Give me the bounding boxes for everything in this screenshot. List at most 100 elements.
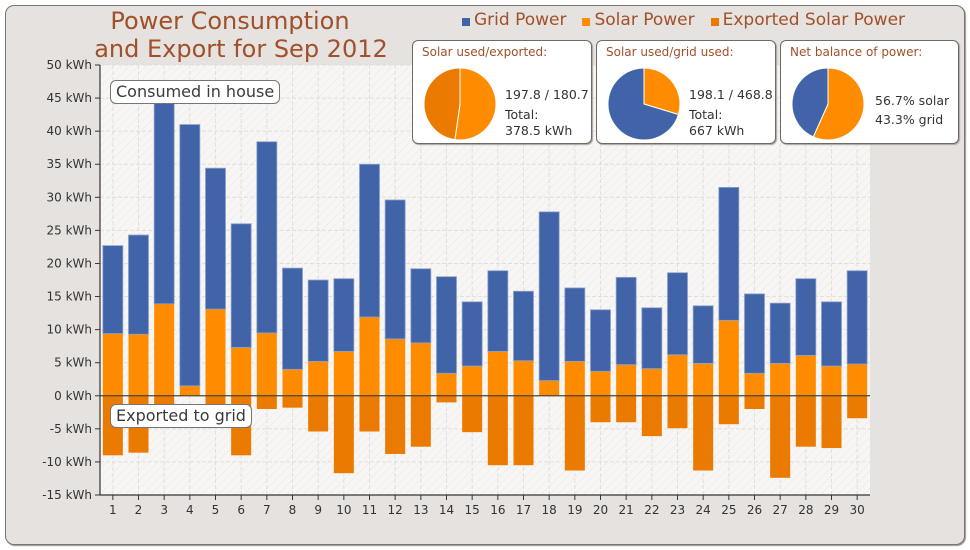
- x-tick-label: 2: [135, 503, 143, 517]
- bar-solar: [770, 363, 791, 396]
- bar-solar: [847, 364, 868, 396]
- x-tick-label: 30: [850, 503, 865, 517]
- pie-total-label: Total:: [689, 107, 723, 122]
- bar-grid: [359, 163, 380, 318]
- pie-panel-solar-used-exported: Solar used/exported: 197.8 / 180.7 Total…: [412, 40, 592, 144]
- legend-swatch-exported: [710, 17, 719, 26]
- pie-panel-title: Solar used/exported:: [422, 45, 548, 59]
- bar-solar: [693, 363, 714, 396]
- pie-slice: [643, 67, 681, 116]
- x-tick-label: 5: [212, 503, 220, 517]
- y-tick-label: 5 kWh: [54, 356, 92, 370]
- bar-solar: [154, 303, 175, 396]
- bar-exported-solar: [308, 395, 329, 432]
- bar-solar: [308, 361, 329, 396]
- bar-solar: [179, 385, 200, 396]
- legend-item-grid[interactable]: Grid Power: [462, 10, 566, 30]
- bar-solar: [333, 351, 354, 396]
- pie-chart: [423, 67, 497, 141]
- x-tick-label: 6: [237, 503, 245, 517]
- bar-grid: [102, 245, 124, 334]
- y-tick-label: -15 kWh: [42, 488, 92, 502]
- x-tick-label: 12: [388, 503, 403, 517]
- bar-solar: [359, 317, 380, 396]
- bar-grid: [846, 270, 868, 365]
- pie-values: 198.1 / 468.8: [689, 87, 773, 102]
- x-tick-label: 1: [109, 503, 117, 517]
- bar-solar: [616, 364, 637, 396]
- bar-grid: [538, 211, 560, 381]
- bar-grid: [641, 307, 663, 370]
- bar-exported-solar: [410, 395, 431, 447]
- pie-slice: [454, 67, 497, 141]
- bar-exported-solar: [744, 395, 765, 409]
- x-tick-label: 15: [465, 503, 480, 517]
- pie-slice: [791, 67, 829, 138]
- bar-grid: [307, 279, 329, 362]
- pie-panel-title: Net balance of power:: [790, 45, 923, 59]
- bar-solar: [590, 371, 611, 396]
- bar-grid: [436, 276, 457, 374]
- bar-solar: [102, 333, 123, 396]
- bar-grid: [179, 124, 201, 387]
- bar-solar: [410, 342, 431, 396]
- bar-grid: [667, 272, 688, 356]
- bar-solar: [462, 366, 483, 396]
- x-tick-label: 3: [160, 503, 168, 517]
- legend-item-exported[interactable]: Exported Solar Power: [710, 10, 906, 30]
- bar-grid: [692, 305, 714, 364]
- bar-solar: [641, 368, 662, 396]
- x-tick-label: 28: [798, 503, 813, 517]
- x-tick-label: 24: [696, 503, 711, 517]
- bar-solar: [385, 338, 406, 396]
- bar-solar: [256, 332, 277, 396]
- legend-item-solar[interactable]: Solar Power: [582, 10, 695, 30]
- x-tick-label: 18: [542, 503, 557, 517]
- y-tick-label: -5 kWh: [50, 422, 92, 436]
- pie-slice: [423, 67, 461, 141]
- bar-solar: [436, 373, 457, 396]
- bar-solar: [821, 366, 842, 396]
- x-tick-label: 17: [516, 503, 531, 517]
- bar-grid: [513, 290, 534, 362]
- bar-exported-solar: [154, 395, 175, 406]
- x-tick-label: 9: [314, 503, 322, 517]
- y-tick-label: 50 kWh: [46, 58, 92, 72]
- legend-label-grid: Grid Power: [474, 10, 567, 30]
- bar-solar: [744, 373, 765, 396]
- y-tick-label: 30 kWh: [46, 190, 92, 204]
- x-tick-label: 23: [670, 503, 685, 517]
- y-tick-label: -10 kWh: [42, 455, 92, 469]
- bar-solar: [539, 380, 560, 396]
- bar-solar: [205, 309, 226, 396]
- y-tick-label: 25 kWh: [46, 223, 92, 237]
- bar-grid: [282, 267, 303, 370]
- bar-exported-solar: [487, 395, 508, 466]
- bar-grid: [590, 309, 611, 372]
- pie-total-value: 378.5 kWh: [505, 123, 573, 138]
- legend-label-exported: Exported Solar Power: [722, 10, 906, 30]
- pie-slice: [607, 67, 680, 141]
- annotation-exported-to-grid: Exported to grid: [110, 404, 252, 428]
- bar-exported-solar: [641, 395, 662, 437]
- bar-grid: [410, 268, 432, 344]
- pie-values: 197.8 / 180.7: [505, 87, 589, 102]
- bar-solar: [667, 354, 688, 396]
- bar-solar: [487, 351, 508, 396]
- bar-solar: [564, 361, 585, 396]
- bar-grid: [718, 186, 740, 321]
- x-tick-label: 16: [490, 503, 505, 517]
- bar-grid: [205, 167, 226, 310]
- bar-grid: [153, 102, 175, 305]
- annotation-consumed-in-house: Consumed in house: [110, 80, 281, 104]
- bar-exported-solar: [616, 395, 637, 423]
- y-tick-label: 40 kWh: [46, 124, 92, 138]
- y-tick-label: 10 kWh: [46, 323, 92, 337]
- chart-title: Power Consumption and Export for Sep 201…: [60, 7, 400, 63]
- bar-exported-solar: [590, 395, 611, 423]
- y-tick-label: 15 kWh: [46, 290, 92, 304]
- y-tick-label: 20 kWh: [46, 256, 92, 270]
- bar-grid: [487, 270, 509, 352]
- bar-exported-solar: [462, 395, 483, 433]
